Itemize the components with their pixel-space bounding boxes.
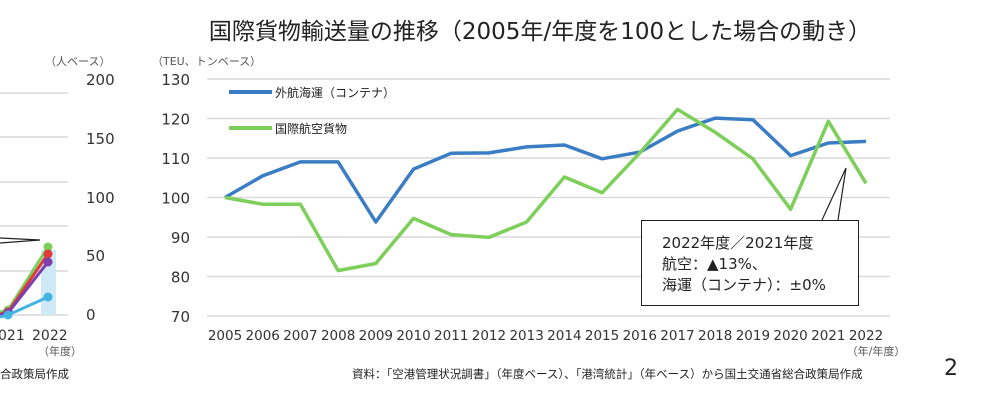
left-y-tick: 150	[86, 130, 115, 148]
series-line-sea-container	[224, 116, 867, 224]
x-tick-label: 2010	[396, 328, 430, 344]
left-callout-pointer	[0, 237, 41, 244]
annotation-line: 航空：▲13%、	[662, 255, 767, 273]
y-tick-label: 90	[171, 229, 190, 247]
x-tick-label: 2007	[283, 328, 317, 344]
x-tick-label: 2019	[736, 328, 770, 344]
left-series-point	[43, 292, 53, 302]
legend-label: 国際航空貨物	[275, 121, 347, 136]
x-tick-label: 2009	[359, 328, 393, 344]
left-y-tick: 100	[86, 189, 115, 207]
x-tick-label: 2016	[623, 328, 657, 344]
left-x-tick: 021	[0, 328, 25, 344]
annotation-line: 海運（コンテナ）：±0%	[662, 276, 826, 294]
annotation-callout: 2022年度／2021年度 航空：▲13%、 海運（コンテナ）：±0%	[641, 220, 859, 306]
left-y-tick: 200	[86, 71, 115, 89]
left-y-tick: 0	[86, 306, 96, 324]
y-tick-label: 110	[161, 150, 190, 168]
left-x-tick: 2022	[32, 328, 68, 344]
x-tick-label: 2005	[208, 328, 242, 344]
left-x-unit: （年度）	[38, 344, 82, 358]
source-note: 資料：「空港管理状況調書」（年度ベース）、「港湾統計」（年ベース）から国土交通省…	[352, 367, 863, 381]
x-tick-label: 2008	[321, 328, 355, 344]
x-tick-label: 2013	[509, 328, 543, 344]
y-tick-label: 80	[171, 269, 190, 287]
x-tick-label: 2020	[773, 328, 807, 344]
callout-pointer	[821, 167, 847, 221]
y-tick-label: 100	[161, 190, 190, 208]
left-y-tick: 50	[86, 247, 105, 265]
chart-title: 国際貨物輸送量の推移（2005年/年度を100とした場合の動き）	[208, 19, 872, 45]
y-tick-label: 70	[171, 308, 190, 326]
annotation-line: 2022年度／2021年度	[662, 234, 814, 252]
y-tick-label: 120	[161, 111, 190, 129]
x-tick-label: 2011	[434, 328, 468, 344]
x-axis-unit: （年/年度）	[847, 344, 906, 358]
series-line-air-cargo	[224, 107, 868, 273]
x-tick-label: 2017	[660, 328, 694, 344]
x-tick-label: 2022	[849, 328, 883, 344]
left-series-point	[3, 310, 13, 320]
left-series-point	[43, 257, 53, 267]
page-number: 2	[944, 356, 958, 381]
x-tick-label: 2014	[547, 328, 581, 344]
left-series-line	[0, 246, 50, 314]
y-axis-unit: （TEU、トンベース）	[152, 55, 261, 68]
left-axis-unit: （人ベース）	[45, 55, 110, 68]
y-tick-label: 130	[161, 71, 190, 89]
left-source-note: 合政策局作成	[0, 367, 69, 381]
x-tick-label: 2018	[698, 328, 732, 344]
legend-label: 外航海運（コンテナ）	[275, 85, 395, 100]
x-tick-label: 2012	[472, 328, 506, 344]
left-series-point	[43, 242, 53, 252]
left-series-point	[43, 249, 53, 259]
x-tick-label: 2015	[585, 328, 619, 344]
x-tick-label: 2006	[246, 328, 280, 344]
x-tick-label: 2021	[811, 328, 845, 344]
